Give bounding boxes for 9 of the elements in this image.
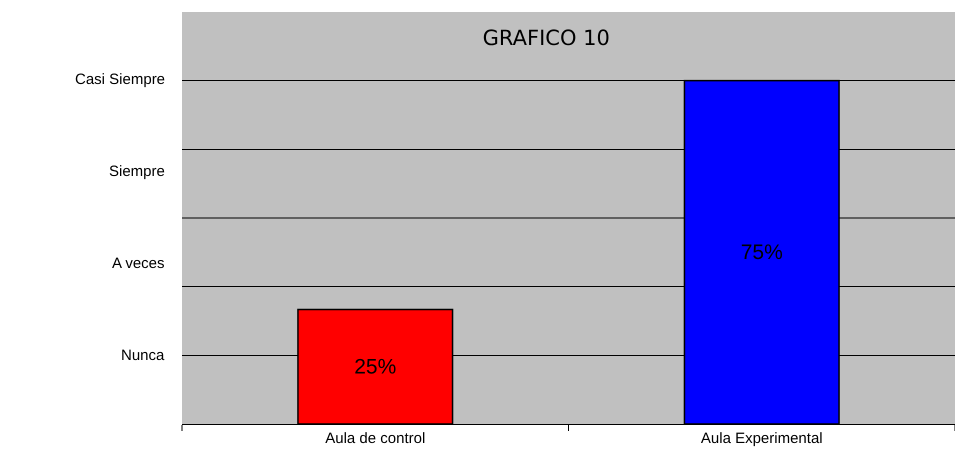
text: A veces: [112, 255, 165, 272]
text: Casi Siempre: [75, 71, 166, 88]
data-label: 25%: [354, 355, 396, 378]
chart-title: GRAFICO 10: [482, 26, 610, 50]
text: Nunca: [121, 347, 166, 364]
data-label: 75%: [740, 240, 783, 264]
x-tick-label: Aula de control: [325, 430, 426, 447]
x-tick-label: Aula Experimental: [700, 430, 823, 447]
text: Siempre: [109, 163, 165, 180]
